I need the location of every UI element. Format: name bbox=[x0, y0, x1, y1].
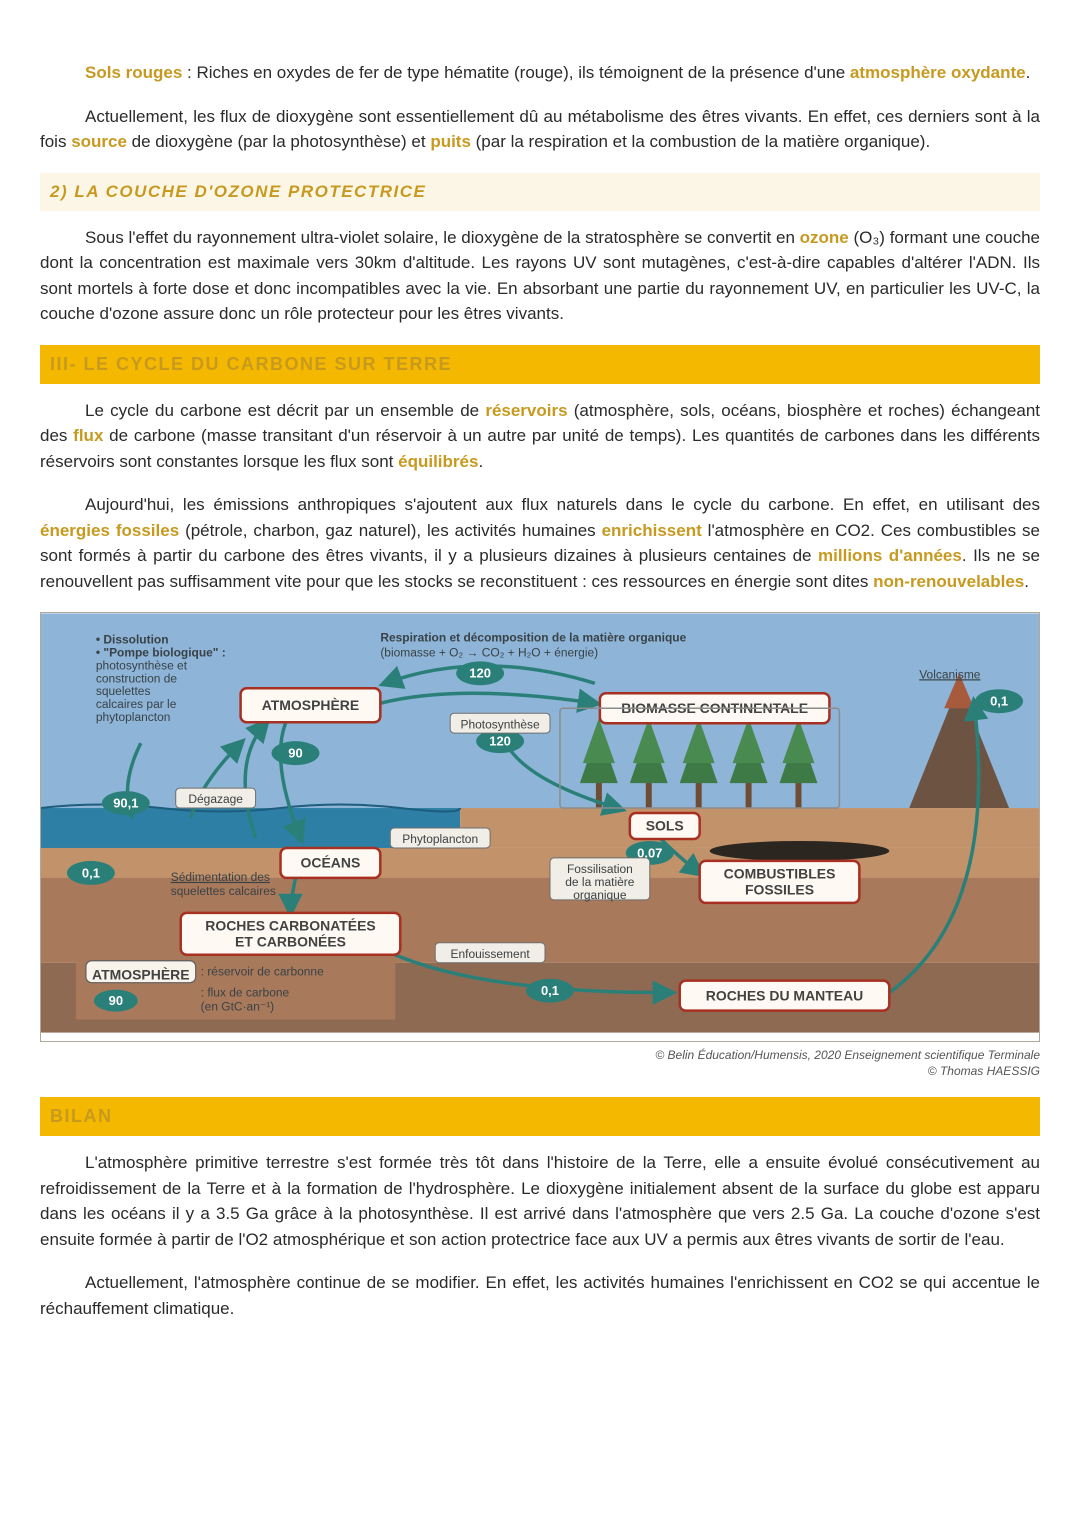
text: : Riches en oxydes de fer de type hémati… bbox=[182, 63, 850, 82]
svg-text:: flux de carbone: : flux de carbone bbox=[201, 986, 290, 1000]
svg-text:90: 90 bbox=[109, 993, 123, 1008]
paragraph-cycle-1: Le cycle du carbone est décrit par un en… bbox=[40, 398, 1040, 475]
svg-text:squelettes: squelettes bbox=[96, 684, 151, 698]
hl-ozone: ozone bbox=[800, 228, 849, 247]
hl-atmo-oxy: atmosphère oxydante bbox=[850, 63, 1026, 82]
carbon-cycle-svg: • Dissolution• "Pompe biologique" :photo… bbox=[41, 613, 1039, 1033]
text: de carbone (masse transitant d'un réserv… bbox=[40, 426, 1040, 471]
svg-text:• "Pompe biologique" :: • "Pompe biologique" : bbox=[96, 645, 226, 659]
svg-text:squelettes calcaires: squelettes calcaires bbox=[171, 884, 276, 898]
svg-text:ROCHES DU MANTEAU: ROCHES DU MANTEAU bbox=[706, 987, 864, 1003]
paragraph-cycle-2: Aujourd'hui, les émissions anthropiques … bbox=[40, 492, 1040, 594]
svg-text:Respiration et décomposition d: Respiration et décomposition de la matiè… bbox=[380, 630, 686, 644]
svg-text:120: 120 bbox=[489, 734, 511, 749]
svg-text:Photosynthèse: Photosynthèse bbox=[460, 717, 540, 731]
svg-text:FOSSILES: FOSSILES bbox=[745, 882, 814, 898]
svg-text:Sédimentation des: Sédimentation des bbox=[171, 870, 270, 884]
paragraph-ozone: Sous l'effet du rayonnement ultra-violet… bbox=[40, 225, 1040, 327]
hl-flux: flux bbox=[73, 426, 103, 445]
paragraph-bilan-2: Actuellement, l'atmosphère continue de s… bbox=[40, 1270, 1040, 1321]
hl-millions: millions d'années bbox=[818, 546, 962, 565]
svg-text:: réservoir de carbonne: : réservoir de carbonne bbox=[201, 965, 324, 979]
hl-energies-fossiles: énergies fossiles bbox=[40, 521, 179, 540]
svg-text:Enfouissement: Enfouissement bbox=[451, 947, 531, 961]
paragraph-bilan-1: L'atmosphère primitive terrestre s'est f… bbox=[40, 1150, 1040, 1252]
svg-text:organique: organique bbox=[573, 888, 627, 902]
carbon-cycle-diagram: • Dissolution• "Pompe biologique" :photo… bbox=[40, 612, 1040, 1042]
svg-text:• Dissolution: • Dissolution bbox=[96, 632, 169, 646]
heading-cycle-text: III- LE CYCLE DU CARBONE SUR TERRE bbox=[50, 354, 452, 374]
svg-text:ATMOSPHÈRE: ATMOSPHÈRE bbox=[262, 697, 360, 713]
heading-ozone: 2) LA COUCHE D'OZONE PROTECTRICE bbox=[40, 173, 1040, 211]
svg-text:Volcanisme: Volcanisme bbox=[919, 667, 981, 681]
svg-text:OCÉANS: OCÉANS bbox=[301, 855, 361, 871]
svg-text:(biomasse + O₂ → CO₂ + H₂O + é: (biomasse + O₂ → CO₂ + H₂O + énergie) bbox=[380, 645, 598, 659]
hl-enrichissent: enrichissent bbox=[602, 521, 702, 540]
text: . bbox=[1026, 63, 1031, 82]
hl-reservoirs: réservoirs bbox=[485, 401, 567, 420]
svg-text:Phytoplancton: Phytoplancton bbox=[402, 832, 478, 846]
text: Le cycle du carbone est décrit par un en… bbox=[85, 401, 485, 420]
hl-equilibres: équilibrés bbox=[398, 452, 478, 471]
paragraph-flux-o2: Actuellement, les flux de dioxygène sont… bbox=[40, 104, 1040, 155]
svg-text:120: 120 bbox=[469, 666, 491, 681]
heading-ozone-text: 2) LA COUCHE D'OZONE PROTECTRICE bbox=[50, 182, 426, 201]
credit-line1: © Belin Éducation/Humensis, 2020 Enseign… bbox=[655, 1048, 1040, 1062]
text: de dioxygène (par la photosynthèse) et bbox=[127, 132, 430, 151]
svg-text:de la matière: de la matière bbox=[565, 875, 635, 889]
svg-text:ATMOSPHÈRE: ATMOSPHÈRE bbox=[92, 966, 190, 982]
text: Aujourd'hui, les émissions anthropiques … bbox=[85, 495, 1040, 514]
svg-text:0,1: 0,1 bbox=[541, 983, 559, 998]
text: (par la respiration et la combustion de … bbox=[471, 132, 930, 151]
text: Sous l'effet du rayonnement ultra-violet… bbox=[85, 228, 800, 247]
hl-sols-rouges: Sols rouges bbox=[85, 63, 182, 82]
text: . bbox=[1024, 572, 1029, 591]
svg-text:ET CARBONÉES: ET CARBONÉES bbox=[235, 933, 346, 949]
svg-text:0,1: 0,1 bbox=[82, 865, 100, 880]
hl-non-renouvelables: non-renouvelables bbox=[873, 572, 1024, 591]
svg-text:Fossilisation: Fossilisation bbox=[567, 862, 633, 876]
svg-text:calcaires par le: calcaires par le bbox=[96, 697, 177, 711]
svg-text:0,1: 0,1 bbox=[990, 694, 1008, 709]
hl-puits: puits bbox=[430, 132, 471, 151]
paragraph-sols-rouges: Sols rouges : Riches en oxydes de fer de… bbox=[40, 60, 1040, 86]
svg-text:Dégazage: Dégazage bbox=[188, 792, 243, 806]
svg-text:photosynthèse et: photosynthèse et bbox=[96, 658, 188, 672]
hl-source: source bbox=[71, 132, 127, 151]
svg-text:(en GtC·an⁻¹): (en GtC·an⁻¹) bbox=[201, 1000, 275, 1014]
heading-cycle: III- LE CYCLE DU CARBONE SUR TERRE bbox=[40, 345, 1040, 384]
svg-text:ROCHES CARBONATÉES: ROCHES CARBONATÉES bbox=[205, 917, 375, 933]
diagram-credit: © Belin Éducation/Humensis, 2020 Enseign… bbox=[40, 1048, 1040, 1079]
text: (pétrole, charbon, gaz naturel), les act… bbox=[179, 521, 601, 540]
svg-text:construction de: construction de bbox=[96, 671, 178, 685]
credit-line2: © Thomas HAESSIG bbox=[928, 1064, 1040, 1078]
text: . bbox=[478, 452, 483, 471]
svg-text:phytoplancton: phytoplancton bbox=[96, 710, 171, 724]
svg-text:90,1: 90,1 bbox=[113, 795, 138, 810]
svg-text:SOLS: SOLS bbox=[646, 818, 684, 834]
svg-text:90: 90 bbox=[288, 746, 302, 761]
heading-bilan-text: BILAN bbox=[50, 1106, 113, 1126]
heading-bilan: BILAN bbox=[40, 1097, 1040, 1136]
svg-text:COMBUSTIBLES: COMBUSTIBLES bbox=[724, 866, 836, 882]
